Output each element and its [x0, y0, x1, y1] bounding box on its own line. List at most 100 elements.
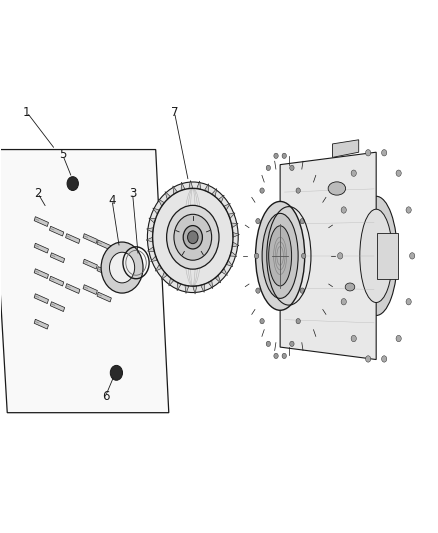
Polygon shape	[193, 286, 197, 294]
Circle shape	[341, 207, 346, 213]
Circle shape	[183, 225, 202, 249]
Text: 7: 7	[171, 106, 178, 119]
Ellipse shape	[355, 196, 397, 316]
Circle shape	[351, 335, 357, 342]
Polygon shape	[83, 233, 97, 244]
Circle shape	[274, 153, 278, 158]
Circle shape	[274, 353, 278, 359]
Polygon shape	[197, 181, 201, 189]
Polygon shape	[162, 272, 167, 279]
Circle shape	[282, 153, 286, 158]
Circle shape	[101, 242, 143, 293]
Circle shape	[174, 214, 212, 260]
Circle shape	[282, 353, 286, 359]
Circle shape	[301, 253, 306, 259]
Polygon shape	[212, 189, 217, 197]
Circle shape	[266, 165, 271, 171]
Polygon shape	[332, 140, 359, 157]
Circle shape	[290, 341, 294, 346]
Circle shape	[396, 335, 401, 342]
Polygon shape	[83, 285, 97, 295]
Circle shape	[351, 170, 357, 176]
Circle shape	[296, 188, 300, 193]
Polygon shape	[34, 319, 49, 329]
Polygon shape	[177, 282, 181, 291]
Circle shape	[410, 253, 415, 259]
Polygon shape	[208, 280, 213, 289]
Circle shape	[381, 150, 387, 156]
Text: 5: 5	[59, 148, 67, 161]
Circle shape	[296, 319, 300, 324]
Text: 4: 4	[108, 193, 116, 207]
Circle shape	[366, 356, 371, 362]
Circle shape	[341, 298, 346, 305]
Circle shape	[256, 288, 260, 293]
Polygon shape	[151, 256, 157, 262]
Circle shape	[338, 253, 343, 259]
Text: 2: 2	[34, 187, 42, 200]
Polygon shape	[66, 284, 80, 294]
Polygon shape	[181, 182, 185, 190]
Polygon shape	[34, 269, 49, 279]
Circle shape	[260, 188, 264, 193]
Polygon shape	[49, 226, 64, 236]
Polygon shape	[230, 252, 237, 256]
Polygon shape	[280, 152, 376, 360]
Ellipse shape	[268, 226, 292, 286]
Polygon shape	[169, 278, 174, 286]
Circle shape	[396, 170, 401, 176]
Circle shape	[406, 207, 411, 213]
Polygon shape	[228, 213, 235, 219]
Polygon shape	[97, 240, 111, 250]
Polygon shape	[232, 242, 239, 247]
Circle shape	[366, 150, 371, 156]
Circle shape	[300, 219, 304, 224]
Polygon shape	[221, 268, 227, 276]
Circle shape	[266, 341, 271, 346]
Circle shape	[187, 231, 198, 244]
Circle shape	[406, 298, 411, 305]
Polygon shape	[34, 216, 49, 227]
Polygon shape	[165, 191, 170, 199]
Polygon shape	[97, 292, 111, 302]
Polygon shape	[153, 208, 159, 214]
Polygon shape	[215, 275, 221, 283]
Polygon shape	[34, 243, 49, 253]
Polygon shape	[205, 184, 208, 192]
Polygon shape	[185, 285, 189, 294]
Ellipse shape	[255, 201, 305, 310]
Polygon shape	[231, 223, 238, 228]
Circle shape	[256, 219, 260, 224]
Circle shape	[110, 252, 134, 283]
Ellipse shape	[262, 213, 298, 298]
Circle shape	[166, 205, 219, 269]
Ellipse shape	[328, 182, 346, 195]
Polygon shape	[224, 204, 230, 210]
Polygon shape	[0, 150, 169, 413]
FancyBboxPatch shape	[377, 233, 398, 279]
Polygon shape	[34, 294, 49, 304]
Polygon shape	[158, 199, 164, 206]
Polygon shape	[149, 218, 155, 223]
Polygon shape	[50, 302, 65, 311]
Polygon shape	[148, 247, 154, 252]
Ellipse shape	[345, 283, 355, 291]
Circle shape	[381, 356, 387, 362]
Polygon shape	[226, 260, 233, 266]
Text: 6: 6	[102, 390, 109, 403]
Polygon shape	[233, 232, 240, 237]
Circle shape	[260, 319, 264, 324]
Polygon shape	[189, 181, 193, 189]
Text: 3: 3	[129, 187, 136, 200]
Polygon shape	[155, 264, 162, 271]
Polygon shape	[97, 266, 111, 277]
Polygon shape	[49, 276, 64, 286]
Circle shape	[300, 288, 304, 293]
Circle shape	[290, 165, 294, 171]
Circle shape	[110, 366, 123, 380]
Circle shape	[67, 176, 78, 190]
Polygon shape	[83, 259, 97, 269]
Polygon shape	[146, 237, 153, 242]
Polygon shape	[173, 186, 177, 194]
Circle shape	[148, 182, 238, 293]
